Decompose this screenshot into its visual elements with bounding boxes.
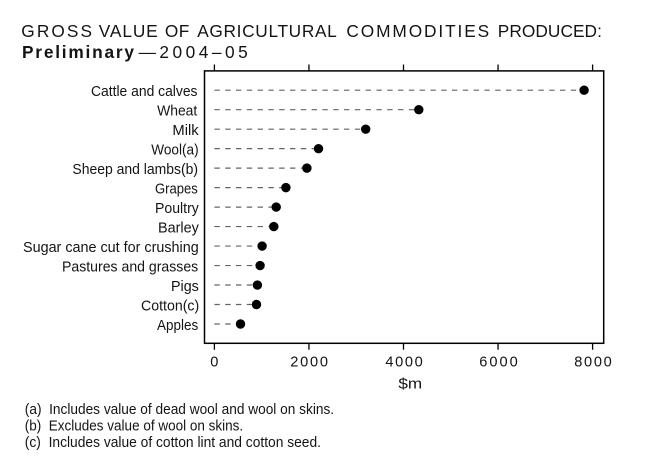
svg-text:0: 0 xyxy=(210,354,218,370)
svg-text:PRODUCED:: PRODUCED: xyxy=(498,21,602,41)
svg-text:AGRICULTURAL: AGRICULTURAL xyxy=(197,21,337,41)
svg-text:8000: 8000 xyxy=(574,354,611,370)
svg-text:—2004–05: —2004–05 xyxy=(139,42,248,62)
svg-text:Apples: Apples xyxy=(157,318,198,334)
svg-text:Cattle and calves: Cattle and calves xyxy=(91,84,198,100)
svg-text:4000: 4000 xyxy=(385,354,422,370)
svg-text:(a) Includes value of dead wo: (a) Includes value of dead wool and wool… xyxy=(25,402,334,418)
svg-text:VALUE: VALUE xyxy=(99,21,158,41)
svg-text:Pastures and grasses: Pastures and grasses xyxy=(62,260,198,276)
svg-text:6000: 6000 xyxy=(479,354,517,370)
svg-text:Grapes: Grapes xyxy=(155,182,198,198)
svg-text:Milk: Milk xyxy=(172,123,199,139)
svg-text:Sheep and lambs(b): Sheep and lambs(b) xyxy=(72,162,198,178)
svg-text:GROSS: GROSS xyxy=(21,21,92,41)
svg-text:2000: 2000 xyxy=(290,354,328,370)
svg-text:Barley: Barley xyxy=(158,221,199,237)
svg-text:Sugar cane cut for crushing: Sugar cane cut for crushing xyxy=(23,240,199,256)
svg-text:Cotton(c): Cotton(c) xyxy=(141,299,199,315)
svg-text:$m: $m xyxy=(398,377,422,393)
svg-text:Wheat: Wheat xyxy=(157,104,197,120)
svg-text:Pigs: Pigs xyxy=(171,279,199,295)
svg-text:OF: OF xyxy=(165,21,189,41)
svg-text:(b) Excludes value of wool on: (b) Excludes value of wool on skins. xyxy=(25,419,243,435)
svg-text:Wool(a): Wool(a) xyxy=(151,143,198,159)
svg-text:(c) Includes value of cotton: (c) Includes value of cotton lint and co… xyxy=(25,435,321,451)
svg-text:COMMODITIES: COMMODITIES xyxy=(346,21,489,41)
svg-text:Poultry: Poultry xyxy=(155,201,199,217)
svg-text:Preliminary: Preliminary xyxy=(22,42,134,62)
